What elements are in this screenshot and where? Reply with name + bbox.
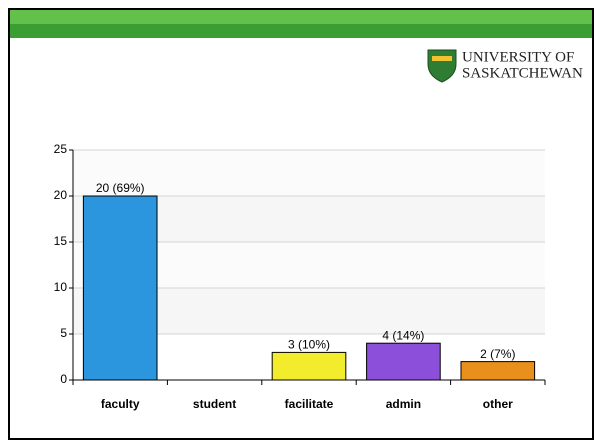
bar xyxy=(271,351,347,381)
bar xyxy=(366,342,441,381)
y-tick-label: 5 xyxy=(60,326,67,340)
data-label: 2 (7%) xyxy=(480,347,515,361)
logo-text: UNIVERSITY OF xyxy=(462,49,574,65)
header-bar xyxy=(10,24,592,38)
data-label: 20 (69%) xyxy=(96,181,145,195)
bar xyxy=(460,361,536,381)
y-tick-label: 20 xyxy=(54,188,68,202)
y-tick-label: 0 xyxy=(60,372,67,386)
x-tick-label: facilitate xyxy=(285,397,334,411)
plot-band xyxy=(73,150,545,196)
x-tick-label: other xyxy=(483,397,513,411)
y-tick-label: 25 xyxy=(54,142,68,156)
y-tick-label: 10 xyxy=(54,280,68,294)
x-tick-label: admin xyxy=(386,397,421,411)
header-bar-top xyxy=(10,10,592,24)
bar xyxy=(82,195,158,381)
logo-band xyxy=(432,56,452,61)
x-tick-label: faculty xyxy=(101,397,140,411)
x-tick-label: student xyxy=(193,397,236,411)
logo-text: SASKATCHEWAN xyxy=(462,65,583,81)
y-tick-label: 15 xyxy=(54,234,68,248)
data-label: 3 (10%) xyxy=(288,338,330,352)
data-label: 4 (14%) xyxy=(382,328,424,342)
logo: UNIVERSITY OF SASKATCHEWAN xyxy=(427,49,583,83)
